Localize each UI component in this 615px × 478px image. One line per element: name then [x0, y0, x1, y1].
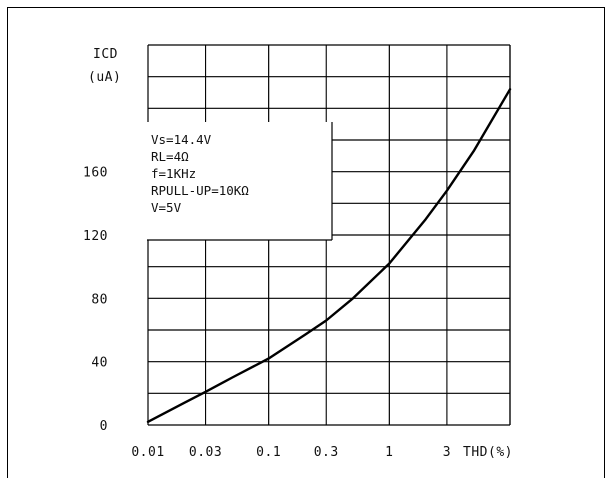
- y-tick-label: 160: [83, 166, 108, 181]
- x-tick-labels: 0.01 0.03 0.1 0.3 1 3 THD(%): [131, 445, 513, 460]
- y-tick-label: 120: [83, 229, 108, 244]
- condition-line: f=1KHz: [151, 166, 196, 181]
- y-tick-label: 40: [91, 356, 108, 371]
- series-line: [146, 88, 512, 423]
- x-tick-label: 0.01: [131, 445, 164, 460]
- condition-line: RL=4Ω: [151, 149, 189, 164]
- x-tick-label: 1: [385, 445, 393, 460]
- chart-frame: [7, 7, 605, 478]
- condition-line: Vs=14.4V: [151, 132, 212, 147]
- x-tick-label: 0.3: [314, 445, 339, 460]
- x-tick-label: 0.1: [256, 445, 281, 460]
- y-tick-label: 80: [91, 292, 108, 307]
- condition-line: RPULL-UP=10KΩ: [151, 183, 249, 198]
- x-tick-label: 3: [443, 445, 451, 460]
- y-axis-label-line-2: (uA): [88, 70, 121, 85]
- y-axis-label-line-1: ICD: [93, 47, 118, 62]
- x-axis-label: THD(%): [463, 445, 513, 460]
- series-group: [146, 88, 512, 423]
- y-tick-label: 0: [100, 419, 108, 434]
- conditions-box: Vs=14.4V RL=4Ω f=1KHz RPULL-UP=10KΩ V=5V: [147, 122, 333, 241]
- x-tick-label: 0.03: [189, 445, 222, 460]
- y-tick-labels: 0 40 80 120 160: [83, 166, 108, 434]
- condition-line: V=5V: [151, 200, 182, 215]
- conditions-box-background: [147, 122, 332, 240]
